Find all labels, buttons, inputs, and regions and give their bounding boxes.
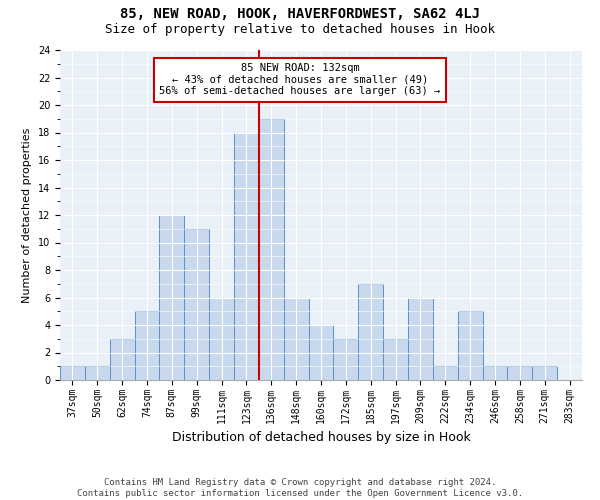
- Text: Size of property relative to detached houses in Hook: Size of property relative to detached ho…: [105, 22, 495, 36]
- Bar: [284, 298, 308, 380]
- Bar: [358, 284, 383, 380]
- Bar: [134, 311, 160, 380]
- Bar: [383, 339, 408, 380]
- Bar: [234, 132, 259, 380]
- Bar: [482, 366, 508, 380]
- Bar: [408, 298, 433, 380]
- Bar: [308, 325, 334, 380]
- Bar: [508, 366, 532, 380]
- Bar: [85, 366, 110, 380]
- Bar: [209, 298, 234, 380]
- Bar: [334, 339, 358, 380]
- Text: 85, NEW ROAD, HOOK, HAVERFORDWEST, SA62 4LJ: 85, NEW ROAD, HOOK, HAVERFORDWEST, SA62 …: [120, 8, 480, 22]
- Bar: [60, 366, 85, 380]
- Bar: [160, 215, 184, 380]
- X-axis label: Distribution of detached houses by size in Hook: Distribution of detached houses by size …: [172, 431, 470, 444]
- Bar: [184, 229, 209, 380]
- Bar: [458, 311, 482, 380]
- Bar: [532, 366, 557, 380]
- Y-axis label: Number of detached properties: Number of detached properties: [22, 128, 32, 302]
- Text: Contains HM Land Registry data © Crown copyright and database right 2024.
Contai: Contains HM Land Registry data © Crown c…: [77, 478, 523, 498]
- Bar: [433, 366, 458, 380]
- Bar: [259, 118, 284, 380]
- Bar: [110, 339, 134, 380]
- Text: 85 NEW ROAD: 132sqm
← 43% of detached houses are smaller (49)
56% of semi-detach: 85 NEW ROAD: 132sqm ← 43% of detached ho…: [160, 63, 441, 96]
